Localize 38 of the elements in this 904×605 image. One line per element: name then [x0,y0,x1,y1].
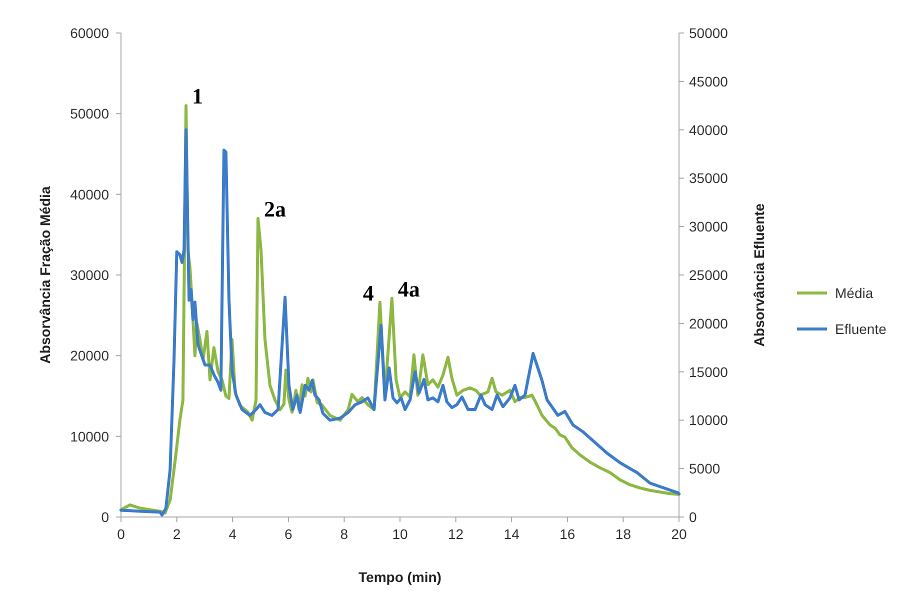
annotation: 1 [192,84,204,109]
annotation: 4 [362,280,374,306]
x-tick-label: 8 [340,526,348,542]
y2-tick-label: 15000 [689,364,728,380]
y2-tick-label: 5000 [689,460,720,477]
y-tick-label: 50000 [70,106,110,122]
y-axis-title: Absorvância Fração Média [37,186,53,364]
y-tick-label: 0 [101,509,110,525]
y-tick-label: 40000 [70,186,110,202]
y2-tick-label: 50000 [689,25,728,41]
x-tick-label: 10 [392,526,408,542]
y2-tick-label: 25000 [689,267,728,283]
legend-label: Efluente [835,321,887,337]
x-tick-label: 6 [284,526,292,542]
x-tick-label: 2 [172,526,181,542]
x-tick-label: 12 [448,526,464,542]
legend-label: Média [835,285,874,301]
y2-tick-label: 40000 [689,122,728,138]
y-tick-label: 60000 [70,25,110,41]
y-tick-label: 20000 [70,348,110,364]
y2-axis-title: Absorvância Efluente [751,203,767,347]
y2-tick-label: 10000 [689,412,728,428]
annotation: 4a [398,276,420,302]
y2-tick-label: 0 [689,509,697,525]
x-tick-label: 4 [228,526,237,542]
y2-tick-label: 45000 [689,73,728,90]
y-tick-label: 10000 [70,428,110,444]
x-tick-label: 18 [615,526,632,542]
y2-tick-label: 30000 [689,218,728,235]
y2-tick-label: 35000 [689,170,728,186]
y-tick-label: 30000 [70,267,110,283]
y2-tick-label: 20000 [689,315,728,332]
x-tick-label: 0 [117,526,126,542]
x-tick-label: 14 [504,526,520,542]
x-axis-title: Tempo (min) [358,569,442,585]
x-tick-label: 16 [560,526,576,542]
x-tick-label: 20 [671,526,687,542]
annotation: 2a [264,196,286,222]
